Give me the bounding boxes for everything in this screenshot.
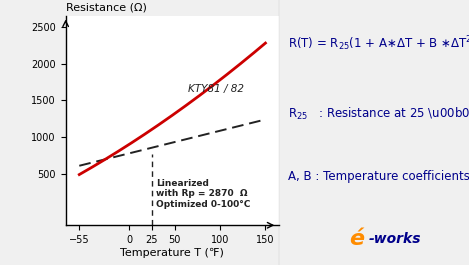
Text: A, B : Temperature coefficients: A, B : Temperature coefficients xyxy=(288,170,469,183)
Text: é: é xyxy=(349,229,364,249)
X-axis label: Temperature T (℉): Temperature T (℉) xyxy=(121,248,224,258)
Text: Resistance (Ω): Resistance (Ω) xyxy=(66,2,146,12)
Text: R(T) = R$_{25}$(1 + A$\ast\Delta$T + B $\ast\Delta$T$^{2}$): R(T) = R$_{25}$(1 + A$\ast\Delta$T + B $… xyxy=(288,34,469,53)
Text: -works: -works xyxy=(368,232,421,246)
Text: Linearized
with Rp = 2870  Ω
Optimized 0-100°C: Linearized with Rp = 2870 Ω Optimized 0-… xyxy=(157,179,251,209)
Text: R$_{25}$   : Resistance at 25 \u00b0C: R$_{25}$ : Resistance at 25 \u00b0C xyxy=(288,106,469,122)
Text: KTY81 / 82: KTY81 / 82 xyxy=(188,83,244,94)
